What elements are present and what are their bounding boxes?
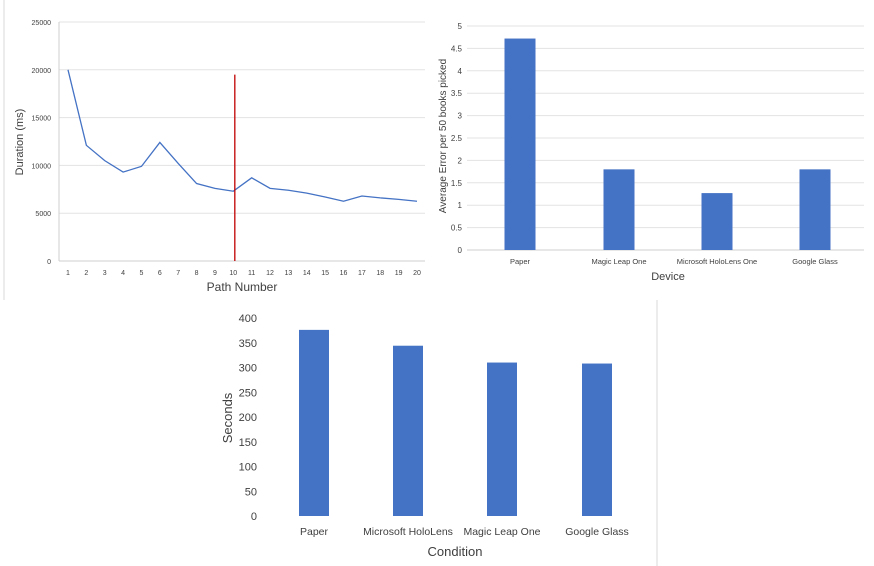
c1-x-tick-label: 18 xyxy=(376,270,384,277)
c1-x-tick-label: 5 xyxy=(140,270,144,277)
c2-bars xyxy=(504,38,831,250)
c1-y-tick-label: 10000 xyxy=(32,163,52,170)
c2-y-tick-label: 4 xyxy=(458,67,463,76)
c1-x-tick-label: 11 xyxy=(248,270,255,277)
c1-x-tick-label: 15 xyxy=(321,270,329,277)
c2-y-tick-label: 1.5 xyxy=(451,179,463,188)
c2-y-tick-label: 0.5 xyxy=(451,224,463,233)
c2-y-tick-label: 3 xyxy=(458,112,463,121)
c1-y-tick-label: 15000 xyxy=(32,116,52,123)
c1-series-line xyxy=(67,69,418,202)
c3-x-axis-label: Condition xyxy=(428,544,483,559)
c3-y-tick-label: 100 xyxy=(239,462,257,474)
c2-y-tick-label: 0 xyxy=(458,246,463,255)
c1-y-tick-label: 5000 xyxy=(35,211,51,218)
c1-x-tick-label: 13 xyxy=(285,270,293,277)
c2-x-tick-label: Magic Leap One xyxy=(591,257,646,266)
bar-chart-error: 0 0.5 1 1.5 2 2.5 3 3.5 4 4.5 5 Paper Magic Leap On… xyxy=(438,22,864,283)
c2-x-tick-label: Google Glass xyxy=(792,257,838,266)
c1-x-tick-label: 6 xyxy=(158,270,162,277)
c1-x-tick-label: 8 xyxy=(195,270,199,277)
c1-x-tick-label: 2 xyxy=(84,270,88,277)
c3-bar xyxy=(582,363,612,516)
c1-x-tick-label: 9 xyxy=(213,270,217,277)
c2-x-tick-labels: Paper Magic Leap One Microsoft HoloLens On… xyxy=(510,257,838,266)
c3-x-tick-label: Google Glass xyxy=(565,526,629,538)
c1-x-axis-label: Path Number xyxy=(207,280,278,294)
c1-gridlines xyxy=(58,21,425,262)
c3-y-tick-label: 400 xyxy=(239,313,257,325)
c1-x-tick-label: 12 xyxy=(266,270,274,277)
c1-y-axis-label: Duration (ms) xyxy=(14,109,26,176)
c2-bar xyxy=(799,169,831,250)
c2-y-tick-label: 3.5 xyxy=(451,89,463,98)
c2-y-tick-label: 2 xyxy=(458,156,463,165)
c3-y-tick-label: 150 xyxy=(239,437,257,449)
c1-x-tick-label: 16 xyxy=(340,270,348,277)
c1-x-tick-label: 3 xyxy=(103,270,107,277)
c1-x-tick-label: 10 xyxy=(229,270,237,277)
c3-bar xyxy=(393,345,423,516)
c2-y-tick-label: 2.5 xyxy=(451,134,463,143)
c3-y-tick-label: 250 xyxy=(239,387,257,399)
c3-y-tick-label: 200 xyxy=(239,412,257,424)
c2-x-tick-label: Microsoft HoloLens One xyxy=(677,257,757,266)
c1-x-tick-label: 7 xyxy=(176,270,180,277)
c3-x-tick-label: Microsoft HoloLens xyxy=(363,526,453,538)
c1-x-tick-label: 20 xyxy=(413,270,421,277)
c3-bars xyxy=(299,329,612,516)
c2-y-tick-label: 5 xyxy=(458,22,463,31)
c1-x-tick-label: 1 xyxy=(66,270,70,277)
c2-x-axis-label: Device xyxy=(651,271,685,283)
c1-x-tick-label: 14 xyxy=(303,270,311,277)
c3-x-tick-label: Magic Leap One xyxy=(463,526,540,538)
c3-bar xyxy=(299,329,329,516)
c3-y-tick-label: 50 xyxy=(245,486,257,498)
c1-x-tick-labels: 1 2 3 4 5 6 7 8 9 10 11 12 13 14 15 16 17 18 19 20 xyxy=(66,270,421,277)
c3-y-axis-label: Seconds xyxy=(220,392,235,443)
c3-x-tick-labels: Paper Microsoft HoloLens Magic Leap One Goo… xyxy=(300,526,629,538)
c2-bar xyxy=(701,193,733,250)
c2-y-tick-label: 4.5 xyxy=(451,44,463,53)
bar-chart-seconds: 0 50 100 150 200 250 300 350 400 Paper Microsoft … xyxy=(220,313,629,559)
c1-y-tick-label: 0 xyxy=(47,259,51,266)
c2-y-tick-label: 1 xyxy=(458,201,463,210)
c1-y-tick-labels: 0 5000 10000 15000 20000 25000 xyxy=(32,20,52,266)
c1-y-tick-label: 25000 xyxy=(32,20,52,27)
c3-y-tick-label: 0 xyxy=(251,511,257,523)
c1-x-tick-label: 19 xyxy=(395,270,403,277)
c1-y-tick-label: 20000 xyxy=(32,68,52,75)
c3-x-tick-label: Paper xyxy=(300,526,329,538)
c2-bar xyxy=(504,38,536,250)
c2-x-tick-label: Paper xyxy=(510,257,531,266)
c1-x-tick-label: 4 xyxy=(121,270,125,277)
c3-y-tick-label: 300 xyxy=(239,363,257,375)
c2-bar xyxy=(603,169,635,250)
c3-bar xyxy=(487,362,517,516)
c2-y-axis-label: Average Error per 50 books picked xyxy=(438,59,449,213)
c1-x-tick-label: 17 xyxy=(358,270,366,277)
c3-y-tick-label: 350 xyxy=(239,338,257,350)
c3-y-tick-labels: 0 50 100 150 200 250 300 350 400 xyxy=(239,313,257,523)
c2-y-tick-labels: 0 0.5 1 1.5 2 2.5 3 3.5 4 4.5 5 xyxy=(451,22,463,255)
